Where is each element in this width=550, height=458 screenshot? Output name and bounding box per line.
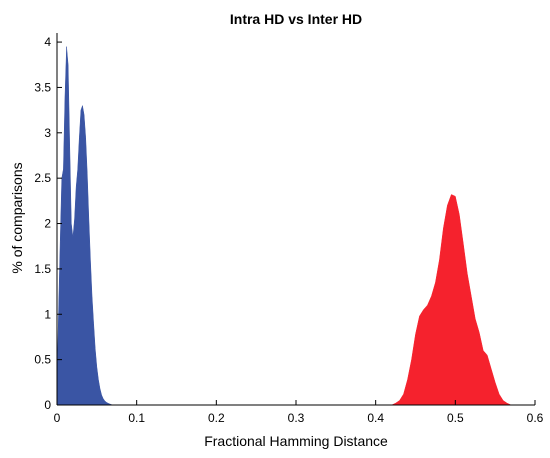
x-tick-label: 0.6 [527, 411, 544, 425]
y-tick-label: 0.5 [34, 353, 51, 367]
x-tick-label: 0.1 [128, 411, 145, 425]
chart-title: Intra HD vs Inter HD [230, 11, 362, 27]
y-tick-label: 1.5 [34, 262, 51, 276]
x-axis-label: Fractional Hamming Distance [204, 433, 388, 449]
y-tick-label: 3.5 [34, 80, 51, 94]
x-tick-label: 0.2 [208, 411, 225, 425]
y-tick-label: 4 [44, 35, 51, 49]
x-tick-label: 0.4 [367, 411, 384, 425]
axes: 0 0.1 0.2 0.3 0.4 0.5 0.6 0 0.5 1 1.5 2 2.5 3 3.5 4 [34, 33, 544, 425]
plot-area [56, 46, 512, 406]
x-tick-label: 0.5 [447, 411, 464, 425]
x-tick-label: 0.3 [288, 411, 305, 425]
series-0-area [56, 46, 113, 406]
x-tick-label: 0 [54, 411, 61, 425]
y-axis-label: % of comparisons [9, 162, 25, 273]
y-tick-label: 2.5 [34, 171, 51, 185]
y-tick-label: 1 [44, 307, 51, 321]
series-1-area [391, 194, 512, 406]
y-tick-label: 0 [44, 398, 51, 412]
y-tick-label: 3 [44, 126, 51, 140]
y-tick-label: 2 [44, 217, 51, 231]
